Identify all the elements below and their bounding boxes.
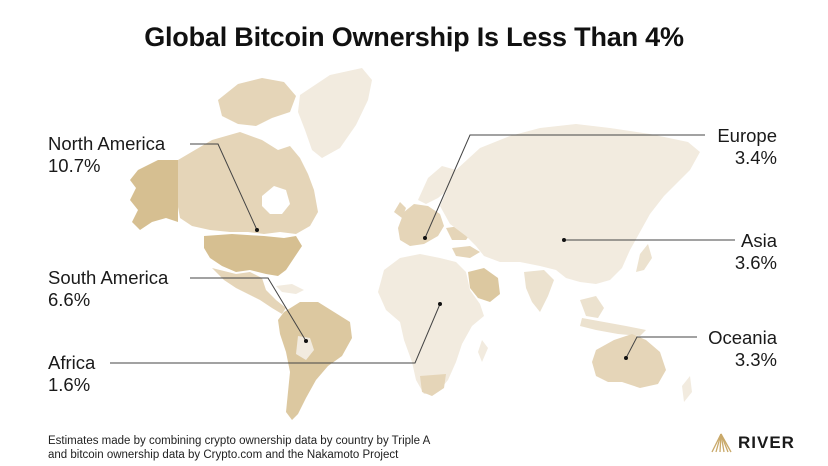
logo-text: RIVER: [738, 433, 795, 452]
indonesia-shape: [580, 318, 646, 336]
label-europe: Europe 3.4%: [717, 125, 777, 169]
mexico-shape: [212, 268, 286, 314]
leader-oceania: [625, 336, 697, 359]
south-africa-shape: [420, 374, 446, 396]
region-value: 10.7%: [48, 155, 101, 176]
asia-shape: [440, 124, 700, 284]
turkey-shape: [452, 246, 480, 258]
region-value: 3.4%: [734, 147, 777, 168]
south-america-shape: [278, 302, 352, 420]
river-peak-icon: [711, 433, 732, 453]
region-name: Asia: [741, 230, 777, 251]
caribbean-shape: [276, 284, 304, 294]
dot-asia: [562, 238, 566, 242]
saudi-arabia-shape: [468, 268, 500, 302]
region-name: Oceania: [708, 327, 777, 348]
leader-europe: [424, 134, 705, 239]
alaska-shape: [130, 160, 178, 230]
region-value: 6.6%: [48, 289, 91, 310]
new-zealand-shape: [682, 376, 692, 402]
region-name: Africa: [48, 352, 96, 373]
greenland-shape: [298, 68, 372, 158]
leader-dots: [255, 228, 628, 360]
footnote: Estimates made by combining crypto owner…: [48, 434, 430, 462]
scandinavia-shape: [418, 166, 456, 204]
region-value: 3.3%: [734, 349, 777, 370]
canada-shape: [176, 132, 318, 234]
label-oceania: Oceania 3.3%: [708, 327, 777, 371]
river-logo: RIVER: [710, 432, 795, 454]
australia-shape: [592, 334, 666, 388]
footnote-line-2: and bitcoin ownership data by Crypto.com…: [48, 449, 399, 461]
bolivia-shape: [296, 336, 314, 360]
region-name: North America: [48, 133, 166, 154]
leader-lines: [110, 134, 735, 364]
region-name: South America: [48, 267, 169, 288]
label-asia: Asia 3.6%: [735, 230, 777, 274]
uk-shape: [394, 202, 406, 218]
footnote-line-1: Estimates made by combining crypto owner…: [48, 435, 431, 447]
india-shape: [524, 270, 554, 312]
dot-oceania: [624, 356, 628, 360]
usa-shape: [204, 234, 302, 276]
leader-africa: [110, 303, 441, 364]
label-north-america: North America 10.7%: [48, 133, 165, 177]
leader-south-america: [190, 277, 307, 342]
canada-arctic-shape: [218, 78, 296, 126]
region-value: 3.6%: [734, 252, 777, 273]
dot-europe: [423, 236, 427, 240]
europe-shape: [398, 204, 444, 246]
dot-north-america: [255, 228, 259, 232]
leader-north-america: [190, 143, 258, 231]
label-africa: Africa 1.6%: [48, 352, 95, 396]
dot-south-america: [304, 339, 308, 343]
label-south-america: South America 6.6%: [48, 267, 168, 311]
madagascar-shape: [478, 340, 488, 362]
hudson-bay: [262, 186, 290, 214]
japan-shape: [636, 244, 652, 272]
region-name: Europe: [717, 125, 777, 146]
southeast-asia-shape: [580, 296, 604, 318]
region-value: 1.6%: [48, 374, 91, 395]
chart-title: Global Bitcoin Ownership Is Less Than 4%: [144, 22, 684, 52]
dot-africa: [438, 302, 442, 306]
